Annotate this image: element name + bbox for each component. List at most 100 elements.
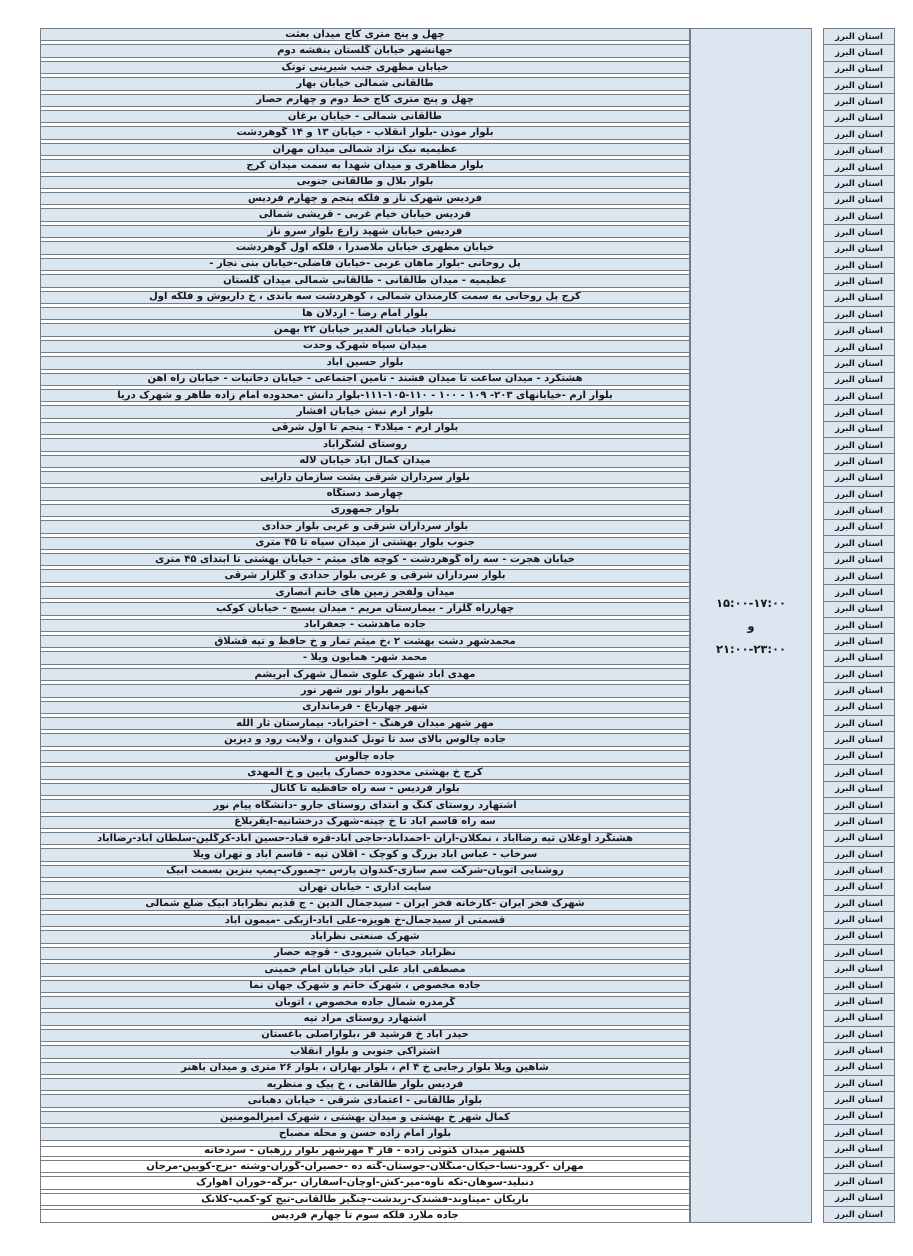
- province-cell: استان البرز: [824, 896, 894, 913]
- table-row: جاده مخصوص ، شهرک خاتم و شهرک جهان نما: [41, 979, 689, 996]
- province-cell: استان البرز: [824, 503, 894, 520]
- table-row: چهل و پنج متری کاج خط دوم و چهارم حصار: [41, 93, 689, 110]
- table-row: مهران -کرود-نسا-خیکان-منگلان-جوستان-گته …: [41, 1160, 689, 1176]
- province-cell: استان البرز: [824, 291, 894, 308]
- province-column: استان البرز استان البرز استان البرز استان ا…: [823, 28, 895, 1223]
- province-cell: استان البرز: [824, 1125, 894, 1142]
- address-cell: اشتهارد روستای کنگ و ابتدای روستای جارو …: [41, 799, 689, 813]
- table-row: مصطفی اباد علی آباد خیابان امام خمینی: [41, 963, 689, 979]
- table-row: کرج پل روحانی به سمت کارمندان شمالی ، گو…: [41, 290, 689, 307]
- province-cell: استان البرز: [824, 1109, 894, 1126]
- time-conjunction: و: [747, 618, 755, 633]
- province-cell: استان البرز: [824, 487, 894, 504]
- province-cell: استان البرز: [824, 1092, 894, 1109]
- table-row: جاده چالوس بالای سد تا تونل کندوان ، ولا…: [41, 733, 689, 749]
- table-row: عظیمیه - میدان طالقانی - طالقانی شمالی م…: [41, 274, 689, 290]
- table-row: بلوار سرداران شرقی پشت سازمان دارایی: [41, 470, 689, 487]
- address-cell: بلوار امام زاده حسن و محله مصباح: [41, 1127, 689, 1141]
- province-cell: استان البرز: [824, 602, 894, 618]
- address-cell: شهرک صنعتی نظرآباد: [41, 930, 689, 944]
- table-row: میدان کمال آباد خیابان لاله: [41, 454, 689, 471]
- table-row: جاده چالوس: [41, 749, 689, 766]
- province-cell: استان البرز: [824, 193, 894, 209]
- table-row: گرمدره شمال جاده مخصوص ، اتوبان: [41, 995, 689, 1012]
- province-cell: استان البرز: [824, 782, 894, 798]
- table-row: بلوار امام رضا - اردلان ها: [41, 306, 689, 323]
- province-cell: استان البرز: [835, 1209, 883, 1220]
- table-row: جاده ملارد فلکه سوم تا چهارم فردیس: [41, 1209, 689, 1223]
- province-cell: استان البرز: [824, 422, 894, 438]
- table-row: نظرآباد خیابان الغدیر خیابان ۲۲ بهمن: [41, 323, 689, 339]
- time-range-1: ۱۵:۰۰-۱۷:۰۰: [715, 595, 787, 610]
- table-row: خیابان مطهری خیابان ملاصدرا ، فلکه اول گ…: [41, 241, 689, 257]
- province-cell: استان البرز: [824, 847, 894, 864]
- table-row: عظیمیه نیک نژاد شمالی میدان مهران: [41, 142, 689, 159]
- table-row: بلوار طالقانی - اعتمادی شرقی - خیابان ده…: [41, 1094, 689, 1110]
- address-cell: محمد شهر- همایون ویلا -: [41, 651, 689, 665]
- address-cell: طالقانی شمالی - خیابان برغان: [41, 110, 689, 124]
- province-cell: استان البرز: [824, 536, 894, 553]
- address-cell: خیابان مطهری جنب شیرینی توتک: [41, 60, 689, 75]
- address-cell: سایت اداری - خیابان تهران: [41, 881, 689, 895]
- province-cell: استان البرز: [824, 961, 894, 978]
- province-cell: استان البرز: [824, 340, 894, 357]
- province-cell: استان البرز: [824, 78, 894, 95]
- address-cell: شهر چهارباغ - فرمانداری: [41, 700, 689, 715]
- table-row: بلوار فردیس - سه راه حافظیه تا کانال: [41, 782, 689, 799]
- address-cell: فردیس خیابان خیام غربی - قریشی شمالی: [41, 208, 689, 222]
- address-cell: گلشهر میدان کتوئی زاده - فاز ۴ مهرشهر بل…: [41, 1145, 689, 1158]
- province-cell: استان البرز: [824, 880, 894, 897]
- province-cell: استان البرز: [824, 45, 894, 62]
- province-cell: استان البرز: [824, 978, 894, 995]
- province-cell: استان البرز: [824, 765, 894, 782]
- outage-schedule-table: چهل و پنج متری کاج میدان بعثت جهانشهر خیا…: [40, 28, 896, 1223]
- address-cell: روشنایی اتوبان-شرکت سم سازی-کندوان پارس …: [41, 864, 689, 879]
- address-cell: جنوب بلوار بهشتی از میدان سپاه تا ۴۵ متر…: [41, 536, 689, 550]
- address-cell: بلوار طالقانی - اعتمادی شرقی - خیابان ده…: [41, 1094, 689, 1108]
- table-row: چهارصد دستگاه: [41, 487, 689, 503]
- province-cell: استان البرز: [824, 1141, 894, 1158]
- address-cell: مهدی آباد شهرک علوی شمال شهرک ابریشم: [41, 667, 689, 682]
- province-cell: استان البرز: [824, 912, 894, 929]
- province-cell: استان البرز: [824, 209, 894, 226]
- address-cell: نظرآباد خیابان الغدیر خیابان ۲۲ بهمن: [41, 323, 689, 337]
- province-cell: استان البرز: [824, 405, 894, 422]
- address-cell: مصطفی اباد علی آباد خیابان امام خمینی: [41, 963, 689, 977]
- time-range-2: ۲۱:۰۰-۲۳:۰۰: [715, 641, 787, 656]
- address-cell: خیابان مطهری خیابان ملاصدرا ، فلکه اول گ…: [41, 241, 689, 255]
- address-cell: جهانشهر خیابان گلستان بنفشه دوم: [41, 44, 689, 58]
- table-row: بلوار سرداران شرقی و غربی بلوار حدادی و …: [41, 569, 689, 585]
- table-row: حیدر آباد خ فرشید فر ،بلواراصلی باغستان: [41, 1028, 689, 1045]
- table-row: هشتگرد اوغلان تپه رضاآباد ، نمکلان-آران …: [41, 831, 689, 848]
- table-row: سرخاب - عباس آباد بزرگ و کوچک - اقلان تپ…: [41, 848, 689, 864]
- address-cell: بلوار مظاهری و میدان شهدا به سمت میدان ک…: [41, 159, 689, 173]
- address-cell: فردیس بلوار طالقانی ، خ پیک و منظریه: [41, 1078, 689, 1092]
- province-cell: استان البرز: [824, 700, 894, 717]
- address-cell: کمال شهر خ بهشتی و میدان بهشتی ، شهرک ام…: [41, 1110, 689, 1125]
- province-cell: استان البرز: [824, 111, 894, 128]
- address-cell: بلوار موذن -بلوار انقلاب - خیابان ۱۳ و ۱…: [41, 126, 689, 140]
- province-cell: استان البرز: [824, 323, 894, 340]
- province-cell: استان البرز: [824, 1043, 894, 1060]
- table-row: اشتهارد روستای مراد تپه: [41, 1012, 689, 1028]
- province-cell: استان البرز: [824, 585, 894, 602]
- table-row: مهدی آباد شهرک علوی شمال شهرک ابریشم: [41, 667, 689, 684]
- province-cell: استان البرز: [824, 863, 894, 880]
- table-row: خیابان هجرت - سه راه گوهردشت - کوچه های …: [41, 553, 689, 569]
- address-cell: جاده ماهدشت - جعفرآباد: [41, 618, 689, 633]
- province-cell: استان البرز: [824, 749, 894, 766]
- address-cell: بلوار امام رضا - اردلان ها: [41, 306, 689, 321]
- address-cell: کرج پل روحانی به سمت کارمندان شمالی ، گو…: [41, 290, 689, 304]
- address-cell: بلوار بلال و طالقانی جنوبی: [41, 175, 689, 190]
- address-cell: خیابان هجرت - سه راه گوهردشت - کوچه های …: [41, 553, 689, 567]
- address-cell: حیدر آباد خ فرشید فر ،بلواراصلی باغستان: [41, 1028, 689, 1043]
- table-row: جنوب بلوار بهشتی از میدان سپاه تا ۴۵ متر…: [41, 536, 689, 553]
- table-row: قسمتی از سیدجمال-خ هویزه-علی آباد-ازبکی …: [41, 913, 689, 930]
- address-cell: کیانمهر بلوار نور شهر نور: [41, 684, 689, 698]
- address-cell: محمدشهر دشت بهشت ۲ ،خ میثم تمار و خ حافظ…: [41, 635, 689, 649]
- address-cell: بلوار فردیس - سه راه حافظیه تا کانال: [41, 782, 689, 797]
- table-row: روستای لشگرآباد: [41, 438, 689, 454]
- province-cell: استان البرز: [824, 356, 894, 373]
- table-row: شهرک فخر ایران -کارخانه فخر ایران - سیدج…: [41, 897, 689, 914]
- address-cell: فردیس خیابان شهید زارع بلوار سرو ناز: [41, 224, 689, 239]
